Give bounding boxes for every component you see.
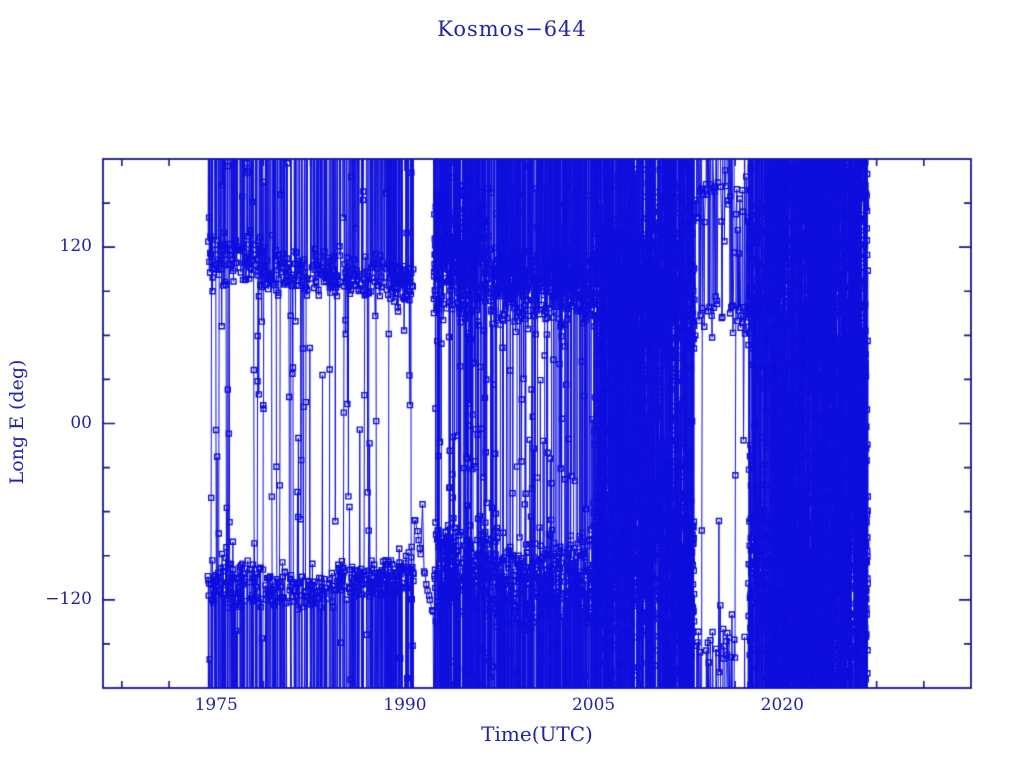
x-tick-label: 1975 <box>194 695 238 715</box>
y-tick-label: 00 <box>70 412 92 433</box>
y-axis-label: Long E (deg) <box>6 359 28 485</box>
x-tick-label: 1990 <box>383 695 427 715</box>
x-tick-label: 2005 <box>571 695 616 715</box>
y-tick-label: −120 <box>45 588 92 609</box>
y-tick-label: 120 <box>59 236 92 257</box>
x-tick-label: 2020 <box>760 695 804 715</box>
x-axis-label: Time(UTC) <box>481 722 593 746</box>
